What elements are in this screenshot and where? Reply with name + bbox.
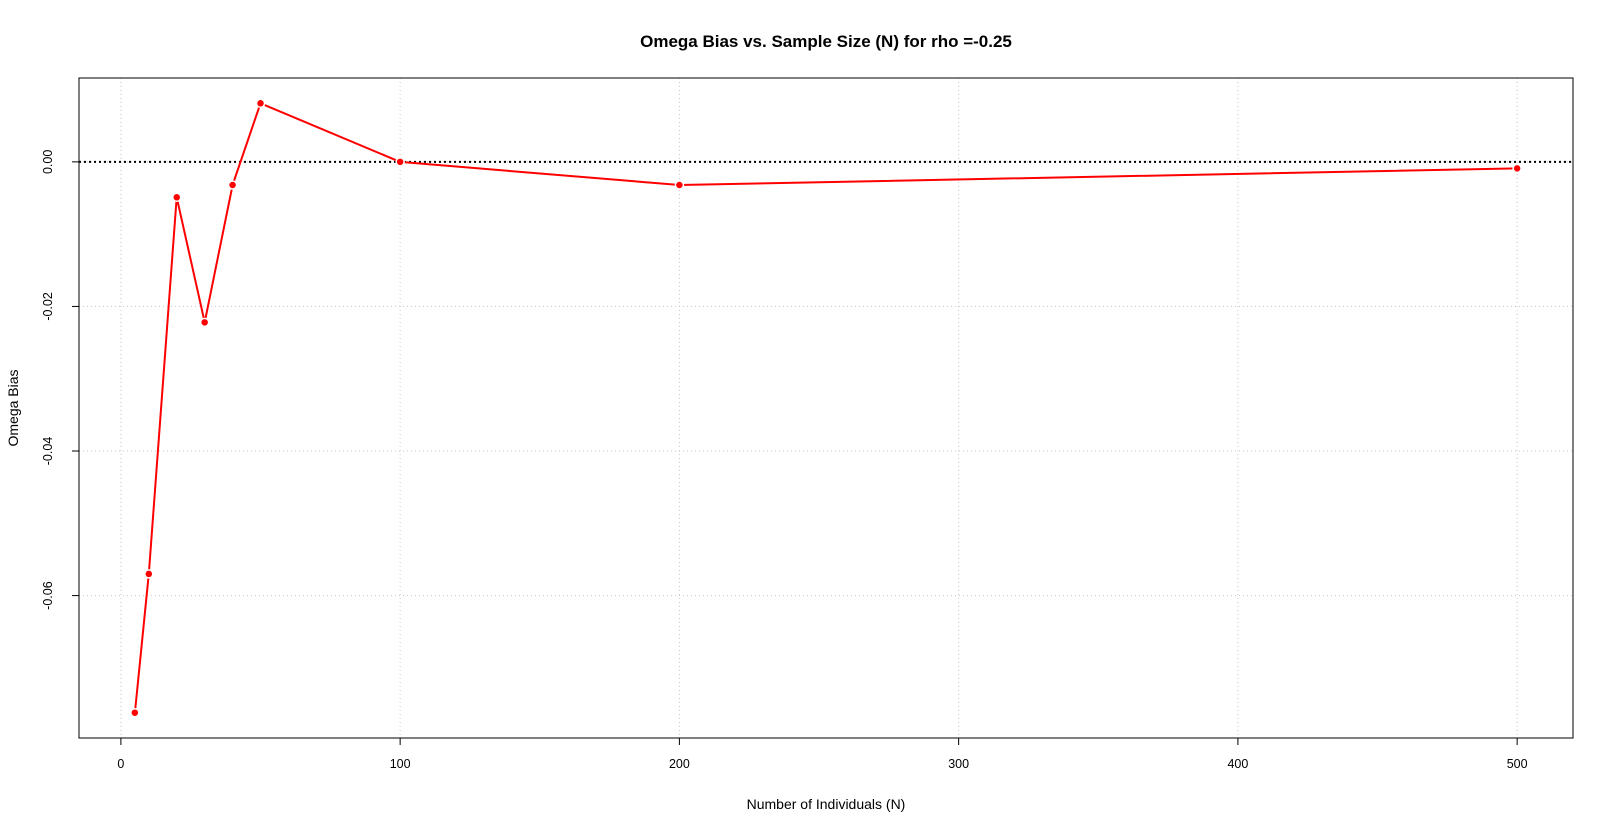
x-tick-label: 0 — [117, 757, 124, 771]
data-point — [674, 180, 685, 190]
y-tick-label: -0.04 — [41, 437, 55, 466]
x-tick-label: 200 — [669, 757, 690, 771]
data-point — [171, 192, 182, 203]
data-point — [395, 157, 405, 167]
axes: 0 100 200 300 400 500 0.00 -0.02 -0.04 -0.06 — [41, 150, 1528, 771]
plot-frame — [78, 77, 1574, 739]
data-point — [199, 317, 210, 328]
data-point — [255, 98, 266, 109]
y-tick-label: -0.06 — [41, 581, 55, 610]
x-tick-label: 500 — [1507, 757, 1528, 771]
y-tick-label: 0.00 — [41, 150, 55, 174]
x-tick-label: 300 — [948, 757, 969, 771]
series-group — [130, 98, 1522, 718]
x-axis-title: Number of Individuals (N) — [747, 796, 906, 812]
x-tick-label: 400 — [1227, 757, 1248, 771]
data-point — [227, 180, 238, 190]
y-tick-label: -0.02 — [41, 292, 55, 321]
chart-title: Omega Bias vs. Sample Size (N) for rho =… — [640, 32, 1012, 51]
x-tick-label: 100 — [390, 757, 411, 771]
y-axis-title: Omega Bias — [5, 369, 21, 446]
data-point — [1512, 163, 1522, 174]
series-line — [133, 102, 1518, 713]
grid — [79, 78, 1573, 738]
data-point — [130, 707, 140, 718]
data-point — [144, 569, 154, 579]
